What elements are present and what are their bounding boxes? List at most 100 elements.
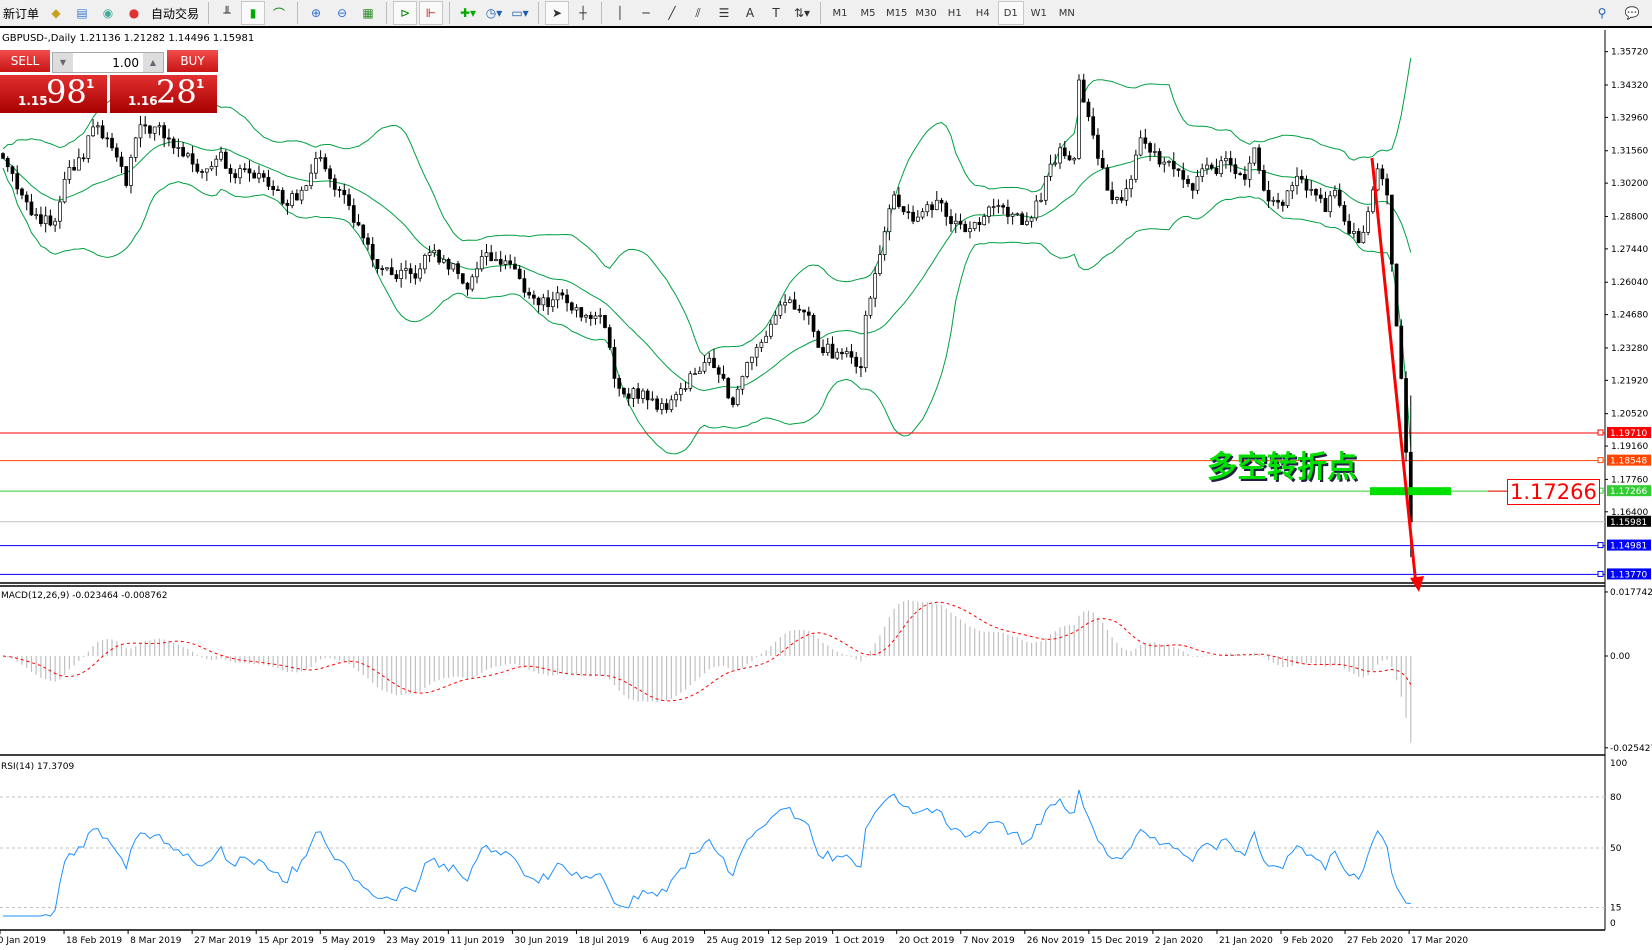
candle [1034, 200, 1039, 219]
rsi-line [3, 789, 1411, 917]
lot-size-input[interactable] [73, 53, 143, 72]
vertical-line-icon[interactable]: │ [616, 6, 624, 20]
candle [1162, 161, 1167, 165]
time-tick-label: 30 Jan 2019 [0, 936, 46, 946]
candle [802, 309, 806, 313]
candle [389, 267, 394, 275]
candle [309, 172, 313, 186]
timeframe-m30[interactable]: M30 [915, 7, 937, 19]
templates-icon[interactable]: ▭▾ [511, 6, 529, 20]
sell-price[interactable]: 1.15 98 1 [0, 73, 107, 113]
timeframe-h4[interactable]: H4 [975, 7, 990, 19]
price-tick-label: 1.19160 [1611, 442, 1648, 452]
indicators-icon[interactable]: ✚▾ [459, 6, 477, 20]
candle [731, 397, 735, 405]
candle [1072, 158, 1077, 161]
chat-icon[interactable]: 💬 [1624, 6, 1640, 20]
buy-price[interactable]: 1.16 28 1 [110, 73, 217, 113]
price-level-label: 1.13770 [1610, 570, 1647, 580]
zoom-out-icon[interactable]: ⊖ [337, 6, 348, 20]
sell-button[interactable]: SELL [0, 50, 50, 73]
candle [735, 388, 740, 405]
candle [1333, 189, 1337, 197]
time-tick-label: 8 Mar 2019 [130, 936, 182, 946]
candle [882, 231, 887, 255]
tile-windows-icon[interactable]: ▦ [362, 6, 374, 20]
fibonacci-icon[interactable]: ☰ [718, 6, 730, 20]
candle [138, 124, 143, 139]
periods-icon[interactable]: ◷▾ [485, 6, 503, 20]
chart-shift-icon[interactable]: ⊩ [419, 1, 444, 25]
arrows-icon[interactable]: ⇅▾ [793, 6, 811, 20]
candle [1039, 199, 1043, 202]
candle [489, 252, 494, 262]
auto-scroll-icon[interactable]: ⊳ [393, 1, 418, 25]
timeframe-mn[interactable]: MN [1058, 7, 1075, 19]
candle [1200, 168, 1205, 177]
candle [399, 269, 404, 279]
lot-decrease-icon[interactable]: ▼ [53, 53, 73, 72]
zoom-in-icon[interactable]: ⊕ [311, 6, 322, 20]
candle [664, 403, 669, 410]
cursor-icon[interactable]: ➤ [545, 1, 570, 25]
crosshair-icon[interactable]: ┼ [579, 6, 587, 20]
price-level-tag [1607, 454, 1651, 466]
candle [1129, 178, 1133, 190]
lot-increase-icon[interactable]: ▲ [143, 53, 163, 72]
candle [1389, 194, 1394, 265]
candle [456, 263, 460, 274]
candle [484, 252, 489, 257]
buy-button[interactable]: BUY [167, 50, 218, 73]
candle [996, 205, 1001, 207]
chart-area[interactable]: 1.197101.185481.172661.159811.149811.137… [0, 30, 1652, 950]
candle [332, 178, 337, 190]
trendline-icon[interactable]: ╱ [668, 6, 676, 20]
candle [233, 173, 238, 179]
rsi-tick-label: 100 [1610, 759, 1627, 769]
auto-trading-button[interactable]: 自动交易 [151, 6, 200, 21]
candle [152, 126, 157, 134]
navigator-icon[interactable]: ▤ [76, 6, 88, 20]
text-icon[interactable]: A [745, 6, 755, 20]
bar-chart-icon[interactable]: ╨ [223, 6, 231, 20]
timeframe-w1[interactable]: W1 [1030, 7, 1047, 19]
candle [901, 206, 906, 213]
time-tick-label: 15 Dec 2019 [1091, 936, 1149, 946]
timeframe-m5[interactable]: M5 [860, 7, 876, 19]
candle [892, 194, 896, 210]
candlestick-chart-icon[interactable]: ▮ [241, 1, 266, 25]
horizontal-line-icon[interactable]: ─ [642, 6, 650, 20]
candle [991, 206, 996, 208]
candle [418, 268, 422, 279]
candle [1138, 137, 1143, 156]
candle [1323, 198, 1328, 213]
bollinger-middle-band [2, 140, 1412, 392]
signals-icon[interactable]: ◉ [102, 6, 114, 20]
new-order-button[interactable]: 新订单 [3, 6, 40, 21]
line-chart-icon[interactable]: ⌒ [273, 6, 286, 21]
equidistant-channel-icon[interactable]: ⫽ [695, 5, 701, 20]
candle [1086, 101, 1091, 118]
candle [560, 292, 565, 296]
candle [1356, 231, 1361, 244]
candle [873, 273, 878, 299]
candle [1053, 162, 1058, 165]
timeframe-m1[interactable]: M1 [832, 7, 848, 19]
candle [257, 173, 261, 179]
candle [1157, 151, 1162, 165]
auto-trading-icon[interactable]: ● [128, 6, 140, 20]
market-watch-icon[interactable]: ◆ [51, 6, 61, 20]
candle [366, 237, 370, 245]
search-icon[interactable]: ⚲ [1597, 6, 1607, 20]
candle [816, 331, 821, 348]
timeframe-h1[interactable]: H1 [947, 7, 962, 19]
time-tick-label: 12 Sep 2019 [771, 936, 828, 946]
timeframe-m15[interactable]: M15 [886, 7, 908, 19]
candle [622, 387, 626, 395]
candle [124, 166, 129, 186]
candle [915, 216, 920, 222]
candle [437, 249, 441, 263]
candle [1276, 199, 1280, 203]
timeframe-d1[interactable]: D1 [997, 1, 1024, 25]
text-label-icon[interactable]: T [772, 6, 780, 20]
